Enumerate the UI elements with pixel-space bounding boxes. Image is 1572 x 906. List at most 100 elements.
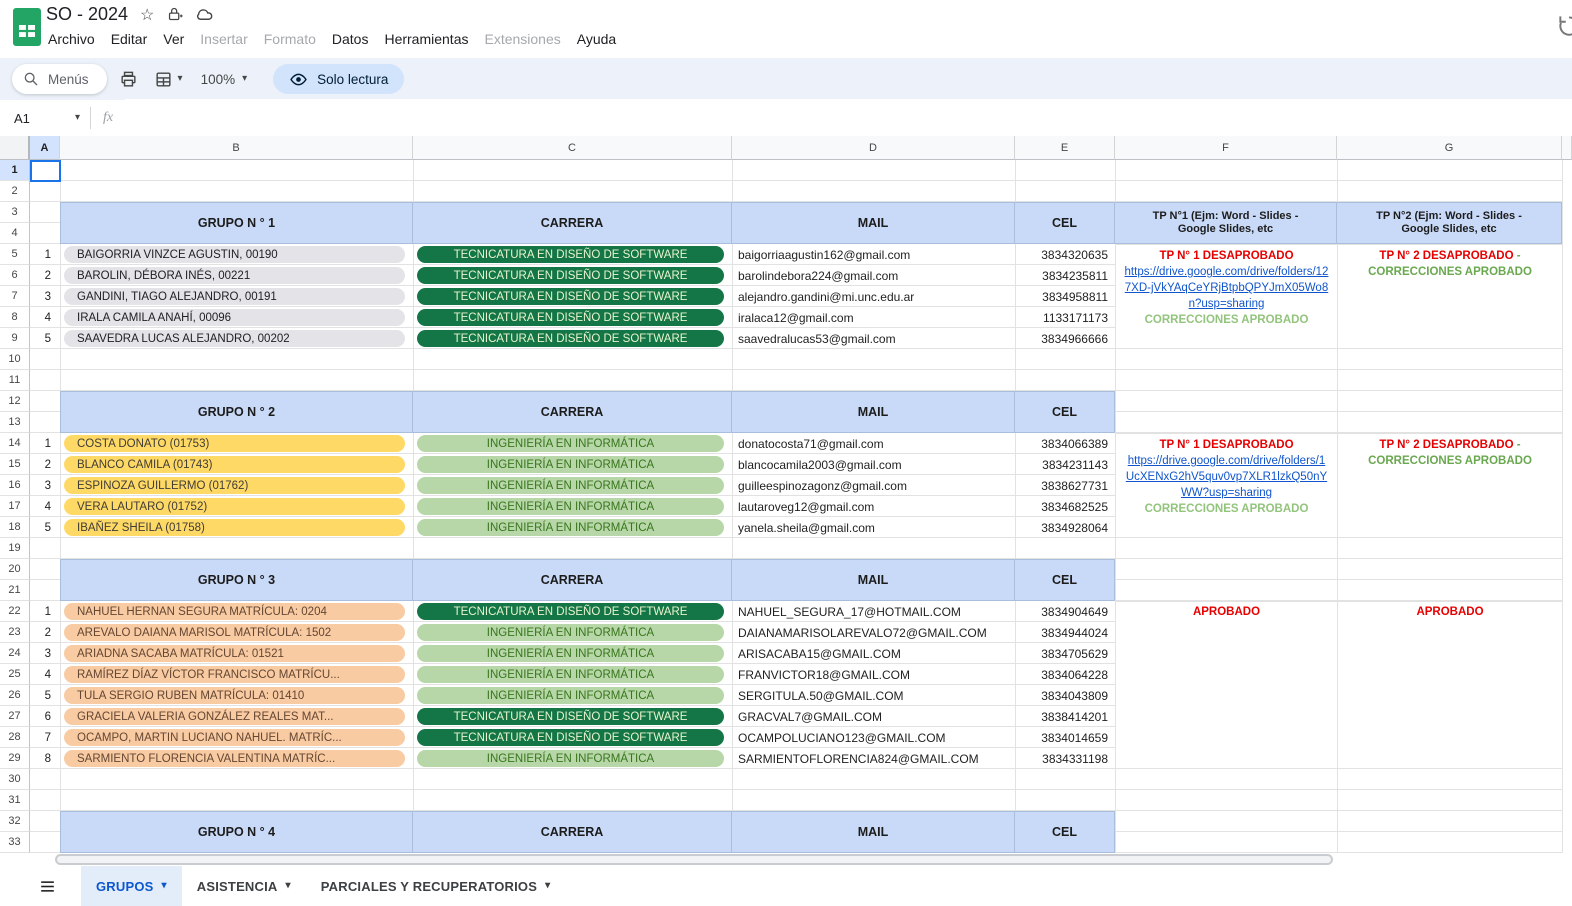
- sheet-tab-grupos[interactable]: GRUPOS ▾: [81, 866, 182, 906]
- member-name-cell[interactable]: RAMÍREZ DÍAZ VÍCTOR FRANCISCO MATRÍCU...: [64, 666, 405, 683]
- cel-header-cell[interactable]: CEL: [1015, 559, 1115, 601]
- member-name-cell[interactable]: SAAVEDRA LUCAS ALEJANDRO, 00202: [64, 330, 405, 347]
- member-index-cell[interactable]: 8: [44, 752, 51, 765]
- group-title-cell[interactable]: GRUPO N ° 4: [60, 811, 413, 853]
- career-cell[interactable]: INGENIERÍA EN INFORMÁTICA: [417, 456, 724, 473]
- member-index-cell[interactable]: 5: [44, 521, 51, 534]
- row-header-13[interactable]: 13: [0, 412, 30, 433]
- member-index-cell[interactable]: 5: [44, 689, 51, 702]
- member-name-cell[interactable]: ARIADNA SACABA MATRÍCULA: 01521: [64, 645, 405, 662]
- select-all-corner[interactable]: [0, 136, 30, 160]
- column-header-E[interactable]: E: [1015, 136, 1115, 160]
- member-name-cell[interactable]: GRACIELA VALERIA GONZÁLEZ REALES MAT...: [64, 708, 405, 725]
- row-header-32[interactable]: 32: [0, 811, 30, 832]
- mail-cell[interactable]: GRACVAL7@GMAIL.COM: [738, 709, 882, 724]
- member-index-cell[interactable]: 1: [44, 248, 51, 261]
- row-header-19[interactable]: 19: [0, 538, 30, 559]
- carrera-header-cell[interactable]: CARRERA: [413, 391, 732, 433]
- mail-cell[interactable]: baigorriaagustin162@gmail.com: [738, 247, 911, 262]
- cel-cell[interactable]: 3834064228: [1041, 667, 1108, 682]
- menu-herramientas[interactable]: Herramientas: [384, 31, 469, 47]
- career-cell[interactable]: TECNICATURA EN DISEÑO DE SOFTWARE: [417, 267, 724, 284]
- readonly-mode-badge[interactable]: Solo lectura: [273, 64, 405, 94]
- all-sheets-menu-icon[interactable]: [38, 877, 57, 896]
- member-index-cell[interactable]: 2: [44, 269, 51, 282]
- row-header-10[interactable]: 10: [0, 349, 30, 370]
- mail-cell[interactable]: DAIANAMARISOLAREVALO72@GMAIL.COM: [738, 625, 987, 640]
- career-cell[interactable]: INGENIERÍA EN INFORMÁTICA: [417, 645, 724, 662]
- cel-cell[interactable]: 1133171173: [1043, 310, 1108, 325]
- mail-cell[interactable]: blancocamila2003@gmail.com: [738, 457, 902, 472]
- member-name-cell[interactable]: IRALA CAMILA ANAHÍ, 00096: [64, 309, 405, 326]
- row-header-1[interactable]: 1: [0, 160, 30, 181]
- member-name-cell[interactable]: BLANCO CAMILA (01743): [64, 456, 405, 473]
- row-header-31[interactable]: 31: [0, 790, 30, 811]
- career-cell[interactable]: TECNICATURA EN DISEÑO DE SOFTWARE: [417, 330, 724, 347]
- mail-cell[interactable]: iralaca12@gmail.com: [738, 310, 854, 325]
- career-cell[interactable]: INGENIERÍA EN INFORMÁTICA: [417, 477, 724, 494]
- horizontal-scrollbar-thumb[interactable]: [55, 854, 1333, 865]
- row-header-7[interactable]: 7: [0, 286, 30, 307]
- cel-cell[interactable]: 3834231143: [1042, 457, 1108, 472]
- tp1-cell[interactable]: APROBADO: [1115, 601, 1338, 769]
- sheets-logo[interactable]: [13, 8, 41, 51]
- career-cell[interactable]: INGENIERÍA EN INFORMÁTICA: [417, 498, 724, 515]
- member-index-cell[interactable]: 1: [44, 437, 51, 450]
- cel-cell[interactable]: 3834014659: [1041, 730, 1108, 745]
- menu-datos[interactable]: Datos: [331, 31, 369, 47]
- mail-cell[interactable]: ARISACABA15@GMAIL.COM: [738, 646, 901, 661]
- cel-cell[interactable]: 3838414201: [1041, 709, 1108, 724]
- group-title-cell[interactable]: GRUPO N ° 1: [60, 202, 413, 244]
- row-header-6[interactable]: 6: [0, 265, 30, 286]
- career-cell[interactable]: TECNICATURA EN DISEÑO DE SOFTWARE: [417, 708, 724, 725]
- mail-header-cell[interactable]: MAIL: [732, 391, 1015, 433]
- tp1-cell[interactable]: TP N° 1 DESAPROBADO https://drive.google.…: [1115, 244, 1338, 349]
- mail-header-cell[interactable]: MAIL: [732, 202, 1015, 244]
- column-header-F[interactable]: F: [1115, 136, 1337, 160]
- drive-folder-link[interactable]: https://drive.google.com/drive/folders/1…: [1125, 455, 1328, 499]
- cel-cell[interactable]: 3834066389: [1041, 436, 1108, 451]
- row-header-17[interactable]: 17: [0, 496, 30, 517]
- row-header-16[interactable]: 16: [0, 475, 30, 496]
- row-header-20[interactable]: 20: [0, 559, 30, 580]
- member-name-cell[interactable]: TULA SERGIO RUBEN MATRÍCULA: 01410: [64, 687, 405, 704]
- career-cell[interactable]: TECNICATURA EN DISEÑO DE SOFTWARE: [417, 603, 724, 620]
- career-cell[interactable]: INGENIERÍA EN INFORMÁTICA: [417, 435, 724, 452]
- mail-cell[interactable]: SARMIENTOFLORENCIA824@GMAIL.COM: [738, 751, 979, 766]
- member-index-cell[interactable]: 4: [44, 668, 51, 681]
- mail-header-cell[interactable]: MAIL: [732, 811, 1015, 853]
- drive-folder-link[interactable]: https://drive.google.com/drive/folders/1…: [1124, 266, 1329, 310]
- mail-cell[interactable]: yanela.sheila@gmail.com: [738, 520, 875, 535]
- row-header-4[interactable]: 4: [0, 223, 30, 244]
- row-header-33[interactable]: 33: [0, 832, 30, 853]
- cel-cell[interactable]: 3834705629: [1041, 646, 1108, 661]
- sheet-tab-asistencia[interactable]: ASISTENCIA ▾: [182, 866, 306, 906]
- mail-cell[interactable]: donatocosta71@gmail.com: [738, 436, 884, 451]
- tp1-header-cell[interactable]: TP N°1 (Ejm: Word - Slides - Google Slid…: [1115, 202, 1337, 244]
- tp1-cell[interactable]: TP N° 1 DESAPROBADO https://drive.google.…: [1115, 433, 1338, 538]
- carrera-header-cell[interactable]: CARRERA: [413, 202, 732, 244]
- row-header-27[interactable]: 27: [0, 706, 30, 727]
- member-index-cell[interactable]: 5: [44, 332, 51, 345]
- tp2-header-cell[interactable]: TP N°2 (Ejm: Word - Slides - Google Slid…: [1337, 202, 1562, 244]
- career-cell[interactable]: INGENIERÍA EN INFORMÁTICA: [417, 687, 724, 704]
- member-name-cell[interactable]: VERA LAUTARO (01752): [64, 498, 405, 515]
- career-cell[interactable]: TECNICATURA EN DISEÑO DE SOFTWARE: [417, 309, 724, 326]
- cel-cell[interactable]: 3834928064: [1041, 520, 1108, 535]
- print-layout-button[interactable]: ▾: [150, 66, 187, 93]
- mail-cell[interactable]: NAHUEL_SEGURA_17@HOTMAIL.COM: [738, 604, 961, 619]
- carrera-header-cell[interactable]: CARRERA: [413, 811, 732, 853]
- group-title-cell[interactable]: GRUPO N ° 3: [60, 559, 413, 601]
- member-index-cell[interactable]: 3: [44, 647, 51, 660]
- cel-cell[interactable]: 3834331198: [1042, 751, 1108, 766]
- cel-cell[interactable]: 3834904649: [1041, 604, 1108, 619]
- menu-insertar[interactable]: Insertar: [200, 31, 248, 47]
- member-name-cell[interactable]: AREVALO DAIANA MARISOL MATRÍCULA: 1502: [64, 624, 405, 641]
- career-cell[interactable]: TECNICATURA EN DISEÑO DE SOFTWARE: [417, 288, 724, 305]
- mail-cell[interactable]: lautaroveg12@gmail.com: [738, 499, 875, 514]
- member-index-cell[interactable]: 3: [44, 479, 51, 492]
- career-cell[interactable]: TECNICATURA EN DISEÑO DE SOFTWARE: [417, 246, 724, 263]
- row-header-18[interactable]: 18: [0, 517, 30, 538]
- row-header-24[interactable]: 24: [0, 643, 30, 664]
- doc-title[interactable]: SO - 2024: [46, 4, 129, 24]
